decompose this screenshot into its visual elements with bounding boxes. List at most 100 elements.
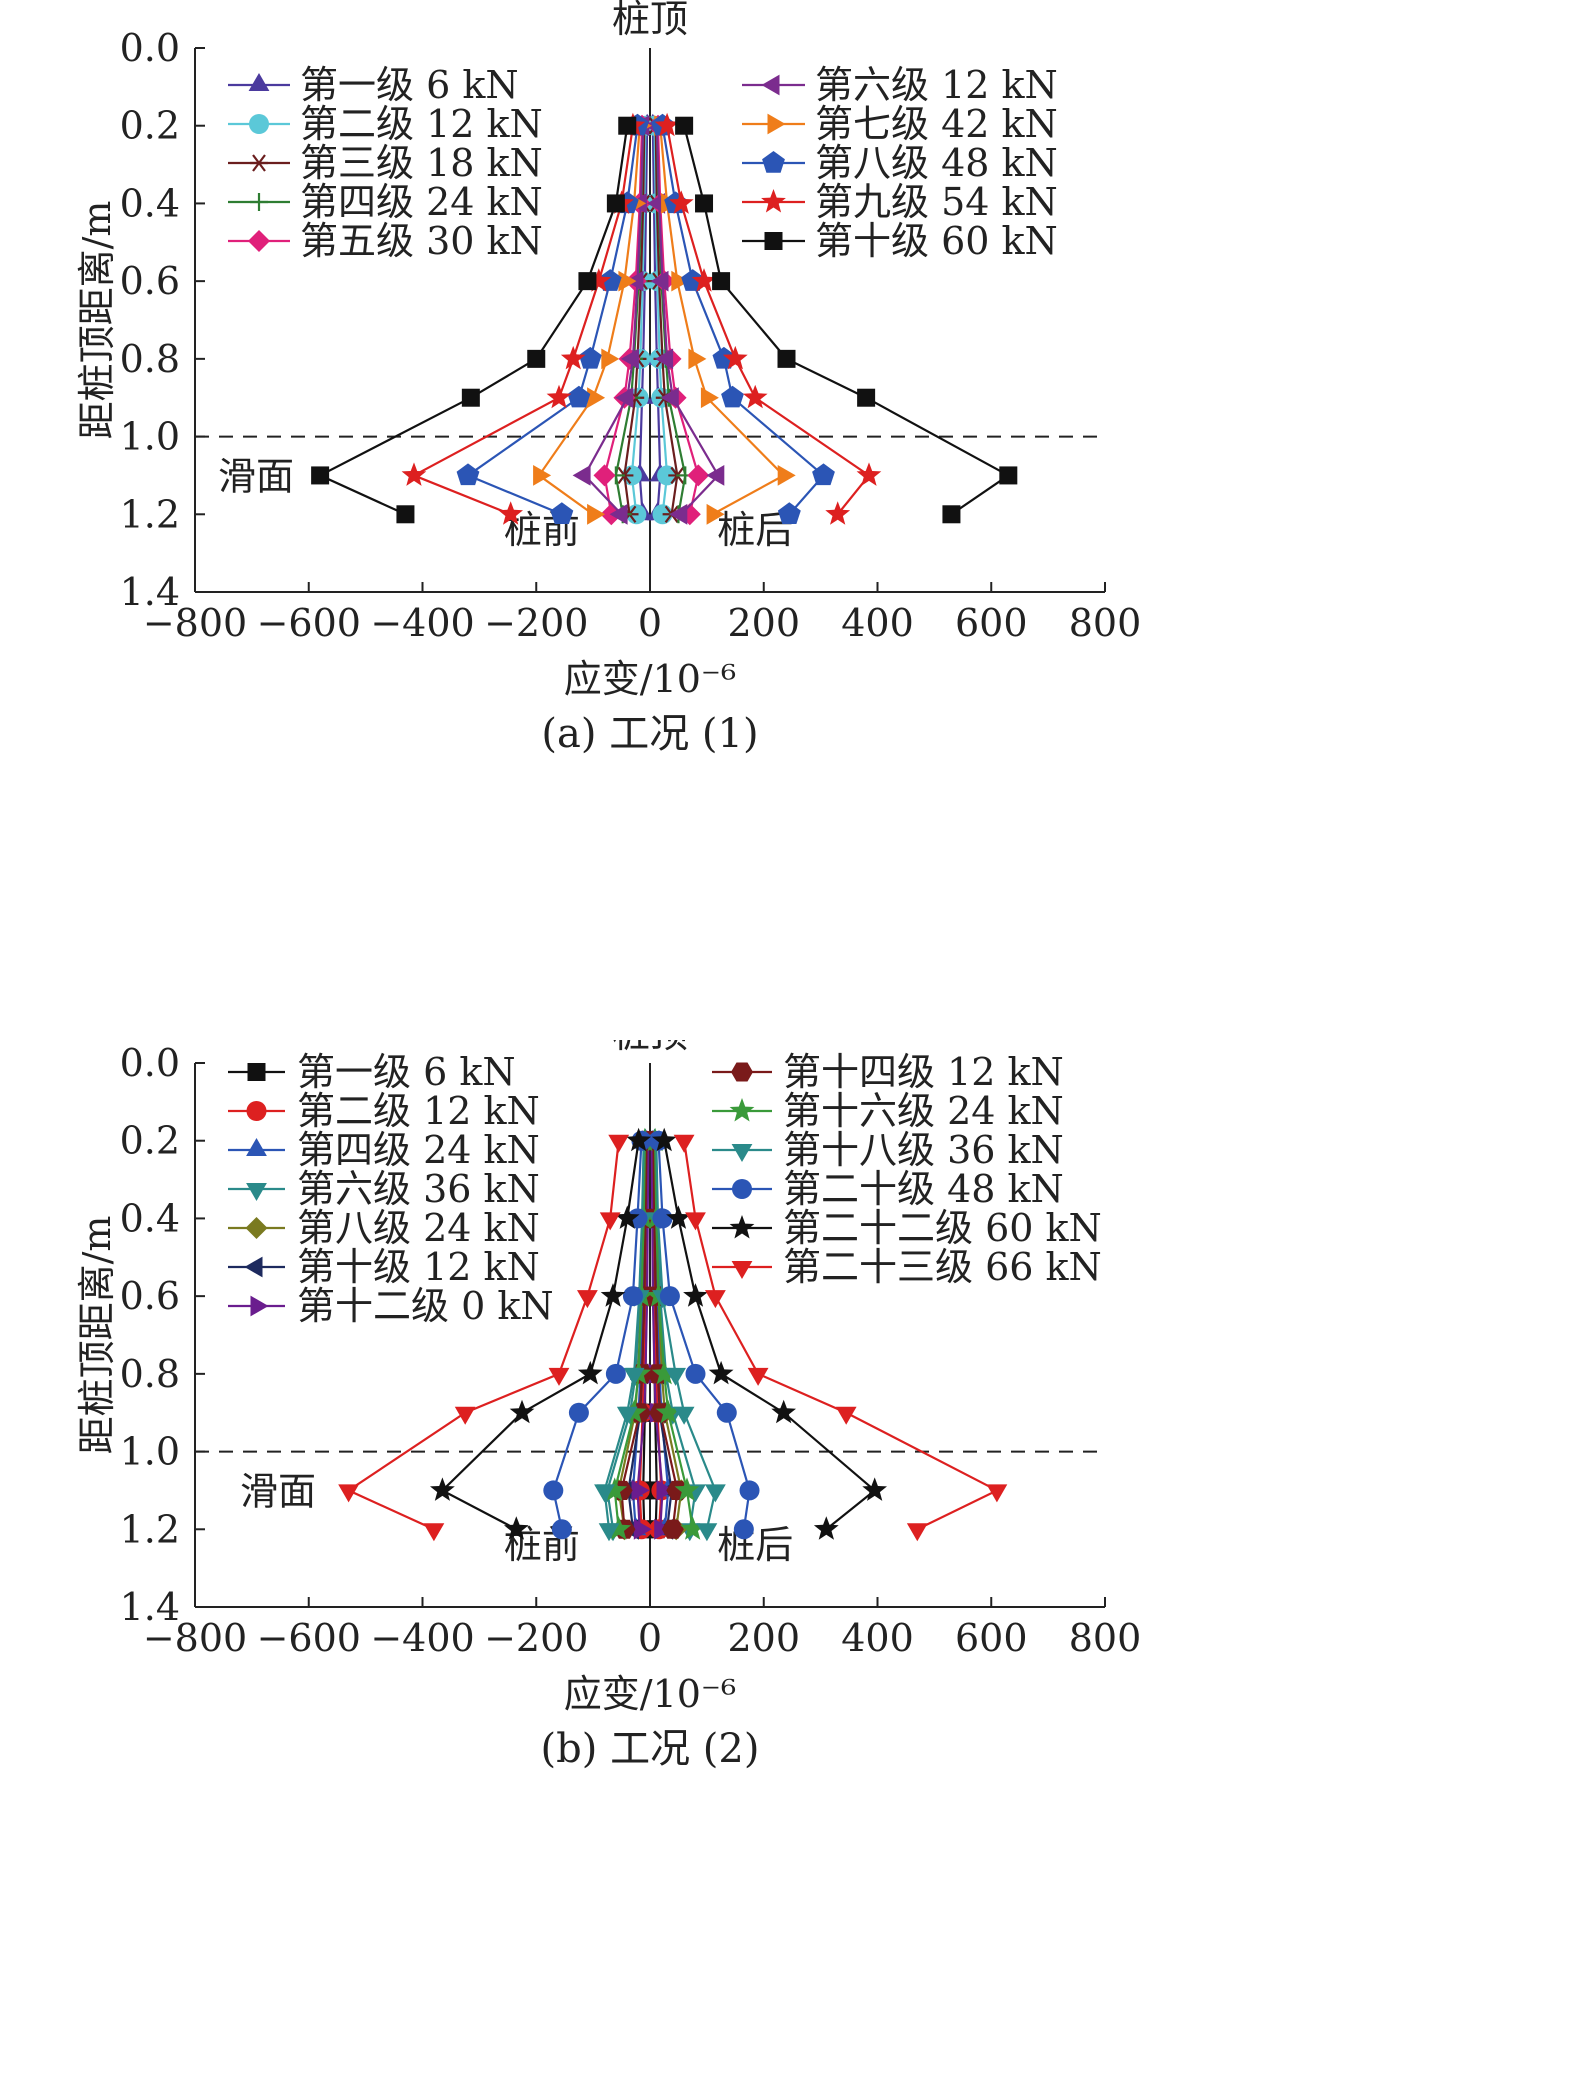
data-point [587, 387, 606, 409]
data-point [733, 1519, 754, 1540]
data-point [812, 463, 835, 486]
legend-label: 第十八级 36 kN [783, 1128, 1064, 1172]
data-point [633, 1518, 652, 1540]
data-point [777, 502, 801, 524]
data-point [606, 1516, 632, 1540]
data-point [655, 348, 674, 370]
x-tick-label: 600 [955, 1616, 1028, 1660]
legend-marker [250, 193, 268, 211]
data-point [618, 116, 637, 135]
data-point [673, 1406, 695, 1425]
data-point [712, 272, 731, 291]
legend-marker [250, 1295, 269, 1317]
legend-marker [731, 1062, 753, 1082]
data-point [660, 387, 679, 409]
legend-marker [764, 232, 783, 250]
data-point [674, 1477, 700, 1501]
data-point [669, 503, 688, 525]
strain-chart-case-1: 0.0 0.2 0.4 0.6 0.8 1.0 1.2 1.4−800 −600 −400 −200… [75, 0, 1142, 757]
legend-marker [761, 74, 780, 96]
data-point [683, 1283, 708, 1307]
y-tick-label: 0.8 [120, 1352, 180, 1396]
data-point [771, 1399, 796, 1424]
x-tick-label: 400 [841, 601, 914, 645]
data-point [942, 505, 961, 524]
data-point [650, 270, 669, 292]
legend-marker [248, 73, 270, 91]
y-tick-label: 1.0 [120, 1430, 180, 1474]
legend-label: 第三级 18 kN [300, 141, 543, 185]
legend-label: 第二十级 48 kN [783, 1167, 1064, 1211]
x-tick-label: −600 [257, 1616, 361, 1660]
x-tick-label: 800 [1069, 601, 1142, 645]
data-point [671, 270, 690, 292]
chart-panel-a: 0.0 0.2 0.4 0.6 0.8 1.0 1.2 1.4 −800 −600 −400 −200… [75, 0, 1142, 757]
slip-surface-label: 滑面 [240, 1469, 316, 1513]
data-point [527, 349, 546, 368]
data-point [504, 1516, 529, 1540]
data-point [856, 462, 882, 486]
legend-marker [246, 1183, 267, 1201]
x-axis-title: 应变/10⁻⁶ [564, 1672, 736, 1716]
pile-top-label: 桩顶 [612, 1040, 688, 1056]
x-tick-label: −400 [370, 601, 474, 645]
data-point [657, 465, 678, 486]
legend-label: 第二十二级 60 kN [783, 1206, 1102, 1250]
data-point [721, 385, 744, 408]
data-point [600, 1283, 626, 1307]
data-point [777, 465, 796, 486]
series [593, 114, 710, 526]
legend-marker [729, 1215, 755, 1239]
data-point [601, 348, 620, 370]
data-point [456, 463, 480, 486]
data-point [700, 387, 719, 409]
data-point [602, 1477, 628, 1501]
data-point [687, 464, 710, 487]
legend-marker [731, 1261, 753, 1279]
data-point [423, 1523, 445, 1542]
legend-marker [761, 189, 786, 213]
data-point [706, 503, 725, 525]
data-point [548, 1367, 570, 1386]
data-point [685, 1212, 706, 1231]
data-point [622, 1286, 643, 1307]
y-tick-label: 0.0 [120, 26, 180, 70]
y-tick-label: 0.6 [120, 1274, 180, 1318]
y-axis-title: 距桩顶距离/m [75, 201, 119, 440]
axes: 0.0 0.2 0.4 0.6 0.8 1.0 1.2 1.4−800 −600 −400 −200… [120, 26, 1142, 645]
legend-marker [732, 1179, 752, 1199]
data-point [665, 1367, 686, 1386]
x-tick-label: 800 [1069, 1616, 1142, 1660]
data-point [777, 349, 796, 368]
legend-marker [731, 1144, 753, 1162]
legend-label: 第八级 48 kN [815, 141, 1058, 185]
x-axis-title: 应变/10⁻⁶ [564, 657, 736, 701]
axes: 0.0 0.2 0.4 0.6 0.8 1.0 1.2 1.4−800 −600 −400 −200… [120, 1041, 1142, 1660]
y-tick-label: 1.2 [120, 1507, 180, 1551]
data-point [857, 388, 876, 407]
data-point [666, 1205, 691, 1229]
data-point [685, 1363, 706, 1384]
legend-label: 第九级 54 kN [815, 180, 1058, 224]
legend-label: 第一级 6 kN [300, 63, 519, 107]
data-point [338, 1484, 359, 1503]
series-line-back [655, 1140, 717, 1530]
data-point [675, 116, 694, 135]
series [543, 1130, 760, 1540]
y-axis-title: 距桩顶距离/m [75, 1216, 119, 1455]
figure-caption: (b) 工况 (2) [541, 1726, 760, 1772]
data-point [688, 348, 707, 370]
data-point [533, 465, 552, 486]
data-point [578, 346, 602, 369]
data-point [620, 348, 639, 370]
data-point [594, 1484, 615, 1503]
x-tick-label: −800 [143, 1616, 247, 1660]
legend-label: 第十六级 24 kN [783, 1089, 1064, 1133]
legend-marker [246, 1101, 267, 1121]
data-point [651, 1360, 677, 1385]
data-point [593, 464, 616, 487]
y-tick-label: 0.2 [120, 1119, 180, 1163]
data-point [652, 1208, 673, 1229]
data-point [647, 193, 666, 214]
